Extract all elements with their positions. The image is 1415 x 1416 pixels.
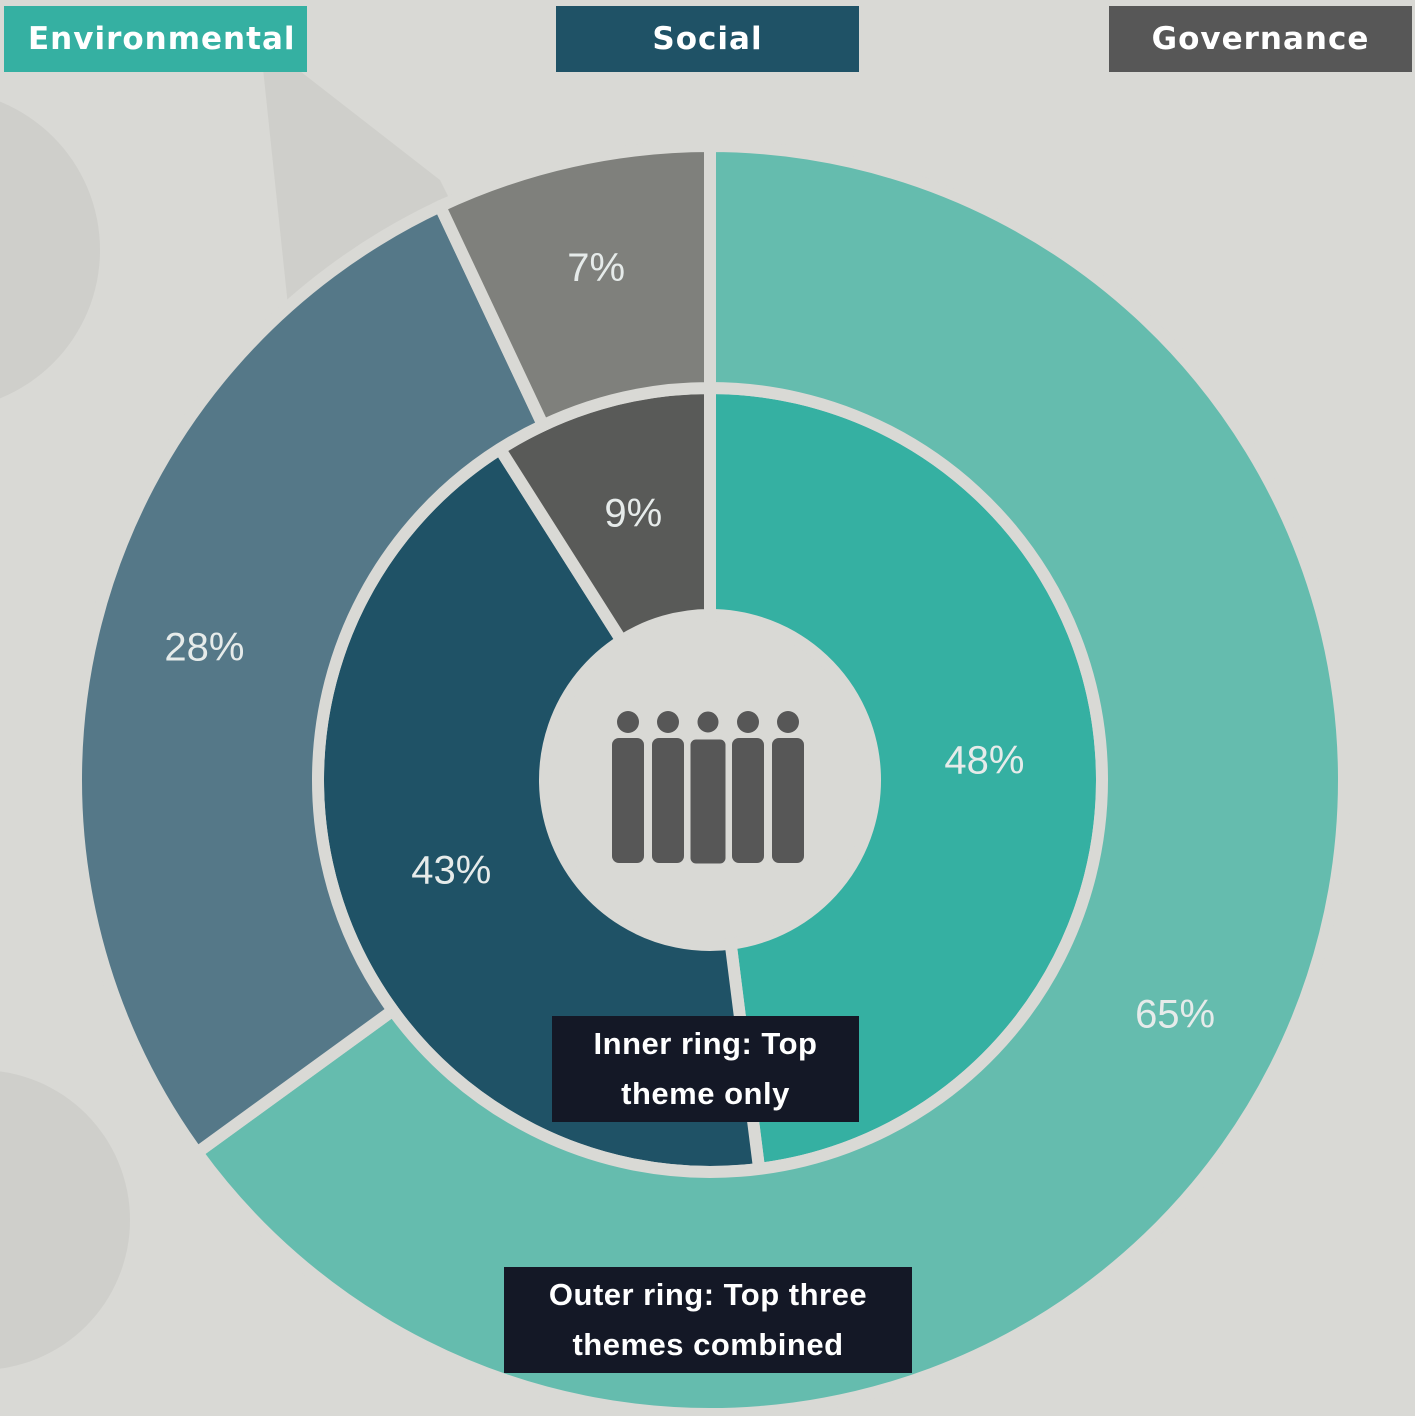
legend-item: Social <box>556 6 859 72</box>
person <box>732 711 764 863</box>
legend-item: Governance <box>1109 6 1412 72</box>
decor-circle <box>0 101 100 399</box>
value-label: 28% <box>164 626 244 670</box>
person <box>772 711 804 863</box>
decor-circle <box>0 1071 130 1369</box>
ring-segment <box>70 198 552 1162</box>
value-label: 9% <box>604 491 662 535</box>
ring-note: Outer ring: Top three themes combined <box>504 1267 912 1373</box>
value-label: 43% <box>411 849 491 893</box>
ring-segment <box>188 139 1350 1416</box>
legend-item: Environmental <box>4 6 307 72</box>
value-label: 7% <box>567 246 625 290</box>
ring-note: Inner ring: Top theme only <box>552 1016 859 1122</box>
rings: 48% 43% 9% 65% 28% 7% <box>70 139 1350 1416</box>
person <box>652 711 684 863</box>
person <box>687 708 729 867</box>
people-icon <box>612 708 804 867</box>
person <box>612 711 644 863</box>
value-label: 65% <box>1135 993 1215 1037</box>
ring-segment <box>432 139 716 434</box>
value-label: 48% <box>944 738 1024 782</box>
